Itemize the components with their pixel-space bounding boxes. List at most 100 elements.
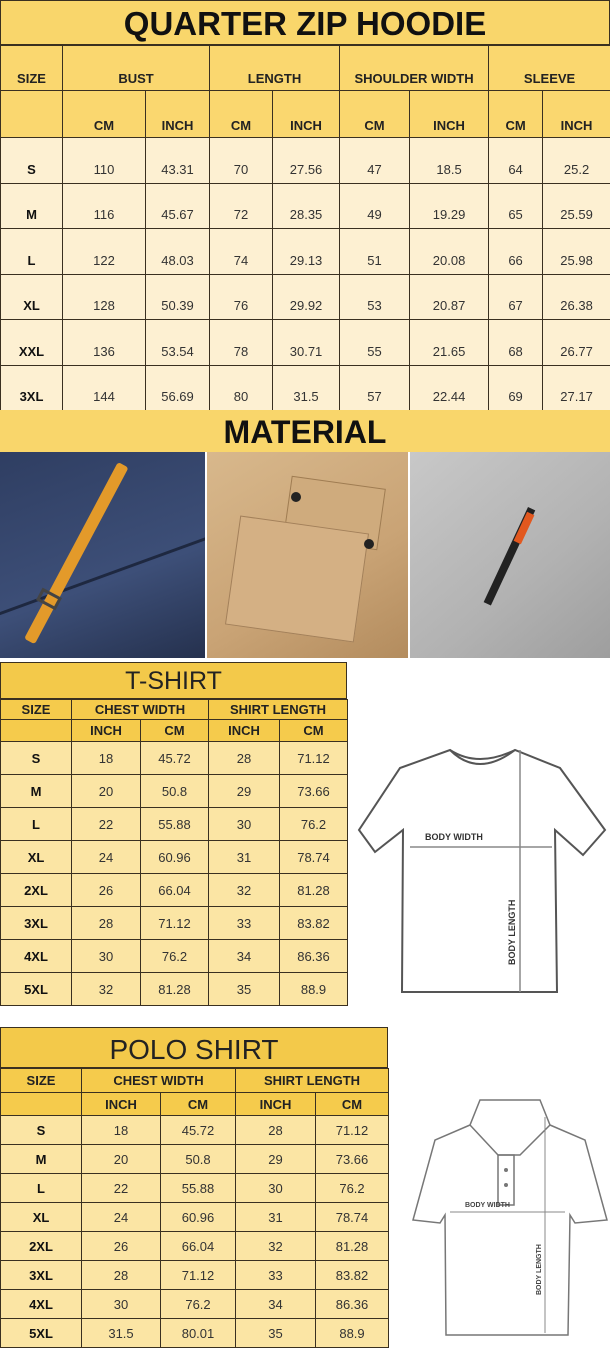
- subheader-row: INCH CM INCH CM: [0, 719, 348, 742]
- measurement-cell: 55.88: [160, 1173, 236, 1203]
- measurement-cell: 78: [209, 319, 274, 366]
- unit-header: INCH: [409, 90, 490, 138]
- size-row: L 22 55.88 30 76.2: [0, 807, 348, 841]
- measurement-cell: 35: [235, 1318, 316, 1348]
- measurement-cell: 33: [208, 906, 280, 940]
- measurement-cell: 65: [488, 182, 544, 229]
- subheader-row: CM INCH CM INCH CM INCH CM INCH: [0, 90, 610, 138]
- size-cell: 4XL: [0, 1289, 82, 1319]
- measurement-cell: 29.13: [272, 228, 341, 275]
- measurement-cell: 18.5: [409, 137, 490, 184]
- measurement-cell: 22: [71, 807, 141, 841]
- column-header: LENGTH: [209, 45, 341, 91]
- size-row: 2XL 26 66.04 32 81.28: [0, 1231, 389, 1261]
- unit-header: CM: [209, 90, 274, 138]
- material-title: MATERIAL: [0, 410, 610, 452]
- measurement-cell: 49: [339, 182, 411, 229]
- size-row: XL 128 50.39 76 29.92 53 20.87 67 26.38: [0, 273, 610, 320]
- measurement-cell: 45.72: [160, 1115, 236, 1145]
- measurement-cell: 45.67: [144, 182, 211, 229]
- measurement-cell: 25.98: [542, 228, 610, 275]
- measurement-cell: 29.92: [272, 273, 341, 320]
- subheader-row: INCH CM INCH CM: [0, 1092, 389, 1116]
- measurement-cell: 81.28: [140, 972, 209, 1006]
- measurement-cell: 144: [62, 364, 146, 411]
- measurement-cell: 88.9: [315, 1318, 389, 1348]
- measurement-cell: 78.74: [315, 1202, 389, 1232]
- measurement-cell: 76: [209, 273, 274, 320]
- column-header: SHIRT LENGTH: [235, 1068, 389, 1093]
- measurement-cell: 47: [339, 137, 411, 184]
- measurement-cell: 32: [208, 873, 280, 907]
- measurement-cell: 60.96: [140, 840, 209, 874]
- measurement-cell: 56.69: [144, 364, 211, 411]
- measurement-cell: 116: [62, 182, 146, 229]
- measurement-cell: 26: [81, 1231, 161, 1261]
- measurement-cell: 80: [209, 364, 274, 411]
- measurement-cell: 55: [339, 319, 411, 366]
- column-header: SIZE: [0, 699, 72, 720]
- measurement-cell: 86.36: [279, 939, 348, 973]
- tshirt-title: T-SHIRT: [0, 662, 347, 699]
- measurement-cell: 71.12: [140, 906, 209, 940]
- measurement-cell: 128: [62, 273, 146, 320]
- size-row: XL 24 60.96 31 78.74: [0, 1202, 389, 1232]
- size-row: XL 24 60.96 31 78.74: [0, 840, 348, 874]
- measurement-cell: 18: [71, 741, 141, 775]
- body-width-label: BODY WIDTH: [425, 832, 483, 842]
- size-cell: M: [0, 182, 63, 229]
- measurement-cell: 20: [71, 774, 141, 808]
- size-row: 3XL 28 71.12 33 83.82: [0, 906, 348, 940]
- size-row: 3XL 28 71.12 33 83.82: [0, 1260, 389, 1290]
- measurement-cell: 53.54: [144, 319, 211, 366]
- measurement-cell: 20: [81, 1144, 161, 1174]
- measurement-cell: 31.5: [272, 364, 341, 411]
- measurement-cell: 20.08: [409, 228, 490, 275]
- measurement-cell: 88.9: [279, 972, 348, 1006]
- size-cell: L: [0, 1173, 82, 1203]
- size-row: S 18 45.72 28 71.12: [0, 741, 348, 775]
- size-cell: 3XL: [0, 906, 72, 940]
- column-header: CHEST WIDTH: [71, 699, 209, 720]
- measurement-cell: 30: [235, 1173, 316, 1203]
- measurement-cell: 64: [488, 137, 544, 184]
- size-row: M 20 50.8 29 73.66: [0, 1144, 389, 1174]
- size-row: L 22 55.88 30 76.2: [0, 1173, 389, 1203]
- size-cell: XXL: [0, 319, 63, 366]
- measurement-cell: 83.82: [315, 1260, 389, 1290]
- measurement-cell: 122: [62, 228, 146, 275]
- material-photo-tan-pocket: [207, 452, 408, 658]
- unit-header: CM: [279, 719, 348, 742]
- column-header-empty: [0, 90, 63, 138]
- measurement-cell: 43.31: [144, 137, 211, 184]
- size-row: 2XL 26 66.04 32 81.28: [0, 873, 348, 907]
- size-row: M 116 45.67 72 28.35 49 19.29 65 25.59: [0, 182, 610, 229]
- measurement-cell: 66.04: [160, 1231, 236, 1261]
- size-row: 5XL 31.5 80.01 35 88.9: [0, 1318, 389, 1348]
- size-cell: 5XL: [0, 1318, 82, 1348]
- unit-header: CM: [315, 1092, 389, 1116]
- measurement-cell: 24: [81, 1202, 161, 1232]
- measurement-cell: 31: [208, 840, 280, 874]
- unit-header: CM: [339, 90, 411, 138]
- measurement-cell: 28.35: [272, 182, 341, 229]
- measurement-cell: 25.2: [542, 137, 610, 184]
- measurement-cell: 28: [235, 1115, 316, 1145]
- unit-header: INCH: [71, 719, 141, 742]
- measurement-cell: 76.2: [315, 1173, 389, 1203]
- measurement-cell: 31: [235, 1202, 316, 1232]
- column-header-empty: [0, 719, 72, 742]
- measurement-cell: 26: [71, 873, 141, 907]
- size-cell: 5XL: [0, 972, 72, 1006]
- measurement-cell: 67: [488, 273, 544, 320]
- measurement-cell: 33: [235, 1260, 316, 1290]
- size-row: XXL 136 53.54 78 30.71 55 21.65 68 26.77: [0, 319, 610, 366]
- column-header: SHOULDER WIDTH: [339, 45, 490, 91]
- size-row: S 110 43.31 70 27.56 47 18.5 64 25.2: [0, 137, 610, 184]
- measurement-cell: 50.8: [160, 1144, 236, 1174]
- measurement-cell: 19.29: [409, 182, 490, 229]
- measurement-cell: 78.74: [279, 840, 348, 874]
- column-header-empty: [0, 1092, 82, 1116]
- measurement-cell: 32: [71, 972, 141, 1006]
- measurement-cell: 28: [208, 741, 280, 775]
